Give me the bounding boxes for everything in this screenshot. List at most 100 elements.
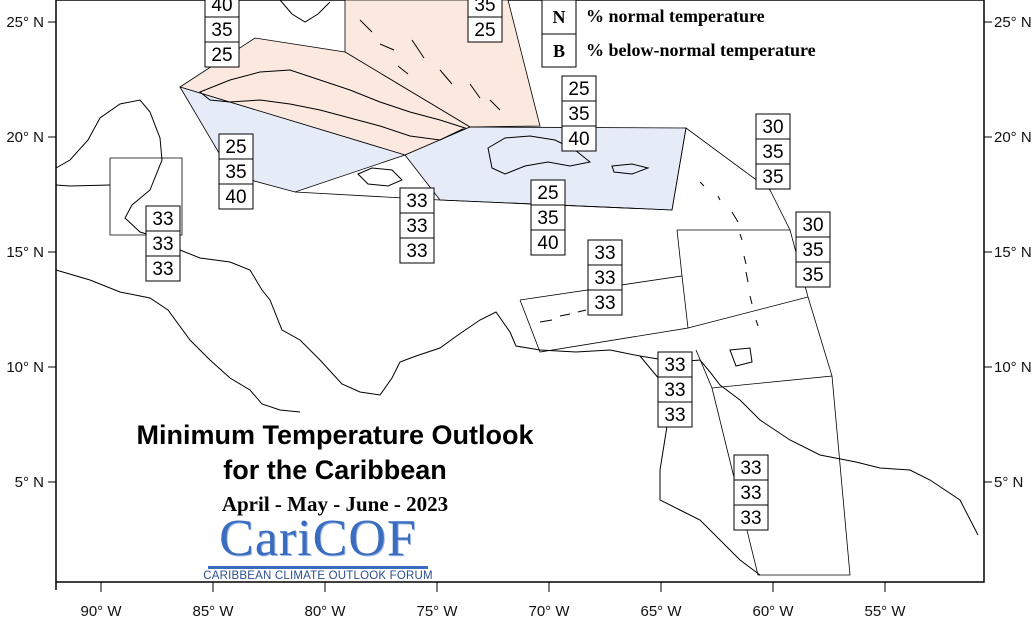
caricof-logo: CariCOF CARIBBEAN CLIMATE OUTLOOK FORUM	[202, 513, 434, 583]
forecast-value: 35	[802, 265, 823, 286]
y-tick-label: 25° N	[994, 14, 1032, 31]
forecast-value: 25	[537, 183, 558, 204]
forecast-value: 33	[664, 355, 685, 376]
forecast-value: 30	[762, 117, 783, 138]
forecast-value: 35	[802, 240, 823, 261]
forecast-cell	[145, 205, 181, 232]
forecast-value: 33	[152, 234, 173, 255]
forecast-value: 33	[594, 293, 615, 314]
forecast-box: 40 35 25	[204, 0, 240, 68]
forecast-value: 25	[568, 79, 589, 100]
y-tick-label: 15° N	[994, 244, 1032, 261]
forecast-cell	[795, 261, 831, 288]
forecast-cell	[145, 255, 181, 282]
lesser-antilles	[699, 181, 759, 327]
y-axis-left: 25° N 20° N 15° N 10° N 5° N	[6, 14, 56, 491]
cuba-coast	[199, 69, 467, 141]
forecast-cell	[795, 211, 831, 238]
forecast-cell	[530, 229, 566, 256]
forecast-value: 35	[537, 208, 558, 229]
y-tick-label: 25° N	[6, 14, 44, 31]
forecast-box: 33 33 33	[733, 454, 769, 531]
forecast-cell	[657, 401, 693, 428]
forecast-value: 40	[537, 233, 558, 254]
forecast-value: 35	[762, 142, 783, 163]
forecast-cell	[587, 264, 623, 291]
map-title-line2: for the Caribbean	[223, 455, 447, 485]
y-tick-label: 5° N	[994, 474, 1023, 491]
forecast-box: 30 35 35	[795, 211, 831, 288]
forecast-box: 25 35 40	[218, 133, 254, 210]
x-tick-label: 90° W	[80, 603, 122, 620]
forecast-value: 33	[664, 380, 685, 401]
y-tick-label: 5° N	[15, 474, 44, 491]
forecast-cell	[530, 204, 566, 231]
forecast-cell	[755, 113, 791, 140]
y-tick-label: 10° N	[994, 359, 1032, 376]
x-tick-label: 55° W	[864, 603, 906, 620]
y-tick-label: 15° N	[6, 244, 44, 261]
mainland-coast	[55, 99, 979, 536]
forecast-box: 25 35 40	[561, 75, 597, 152]
forecast-cell	[204, 41, 240, 68]
y-tick-label: 10° N	[6, 359, 44, 376]
x-tick-label: 80° W	[304, 603, 346, 620]
forecast-cell	[218, 183, 254, 210]
logo-tagline: CARIBBEAN CLIMATE OUTLOOK FORUM	[203, 570, 433, 582]
forecast-value: 33	[594, 268, 615, 289]
forecast-boxes: 4035253525253540253540333333333333253540…	[145, 0, 831, 531]
legend-key-box	[541, 0, 577, 35]
forecast-value: 33	[740, 458, 761, 479]
forecast-value: 25	[474, 20, 495, 41]
forecast-cell	[561, 75, 597, 102]
forecast-cell	[587, 239, 623, 266]
puerto-rico-coast	[611, 163, 650, 175]
x-tick-label: 70° W	[528, 603, 570, 620]
legend-key-box	[541, 33, 577, 68]
forecast-value: 33	[406, 216, 427, 237]
x-tick-label: 60° W	[752, 603, 794, 620]
forecast-value: 33	[594, 243, 615, 264]
forecast-value: 35	[568, 104, 589, 125]
mexico-gulf-coast	[55, 184, 111, 187]
forecast-cell	[204, 16, 240, 43]
forecast-value: 33	[406, 241, 427, 262]
logo-rule	[208, 566, 428, 569]
forecast-cell	[755, 138, 791, 165]
map-title: Minimum Temperature Outlook	[136, 420, 534, 450]
forecast-cell	[733, 504, 769, 531]
forecast-value: 33	[152, 209, 173, 230]
forecast-value: 35	[474, 0, 495, 16]
forecast-cell	[657, 376, 693, 403]
forecast-cell	[561, 125, 597, 152]
forecast-value: 33	[740, 508, 761, 529]
forecast-value: 35	[762, 167, 783, 188]
forecast-cell	[755, 163, 791, 190]
bahamas-islands	[359, 19, 501, 111]
forecast-cell	[587, 289, 623, 316]
forecast-value: 33	[152, 259, 173, 280]
forecast-cell	[399, 237, 435, 264]
forecast-box: 33 33 33	[657, 351, 693, 428]
legend-label: % below-normal temperature	[586, 40, 816, 60]
pacific-coast	[55, 269, 301, 413]
forecast-box: 25 35 40	[530, 179, 566, 256]
forecast-value: 35	[225, 162, 246, 183]
abc-islands	[539, 309, 587, 323]
jamaica-coast	[357, 167, 403, 187]
forecast-box: 33 33 33	[399, 187, 435, 264]
forecast-value: 30	[802, 215, 823, 236]
forecast-value: 25	[225, 137, 246, 158]
forecast-box: 33 33 33	[145, 205, 181, 282]
forecast-value: 40	[211, 0, 232, 16]
map-subtitle: April - May - June - 2023	[221, 492, 449, 516]
legend-letter: B	[553, 41, 565, 61]
y-tick-label: 20° N	[6, 129, 44, 146]
forecast-cell	[530, 179, 566, 206]
x-axis: 90° W 85° W 80° W 75° W 70° W 65° W 60° …	[80, 582, 906, 620]
legend-letter: N	[553, 7, 566, 27]
forecast-value: 25	[211, 45, 232, 66]
x-tick-label: 75° W	[416, 603, 458, 620]
